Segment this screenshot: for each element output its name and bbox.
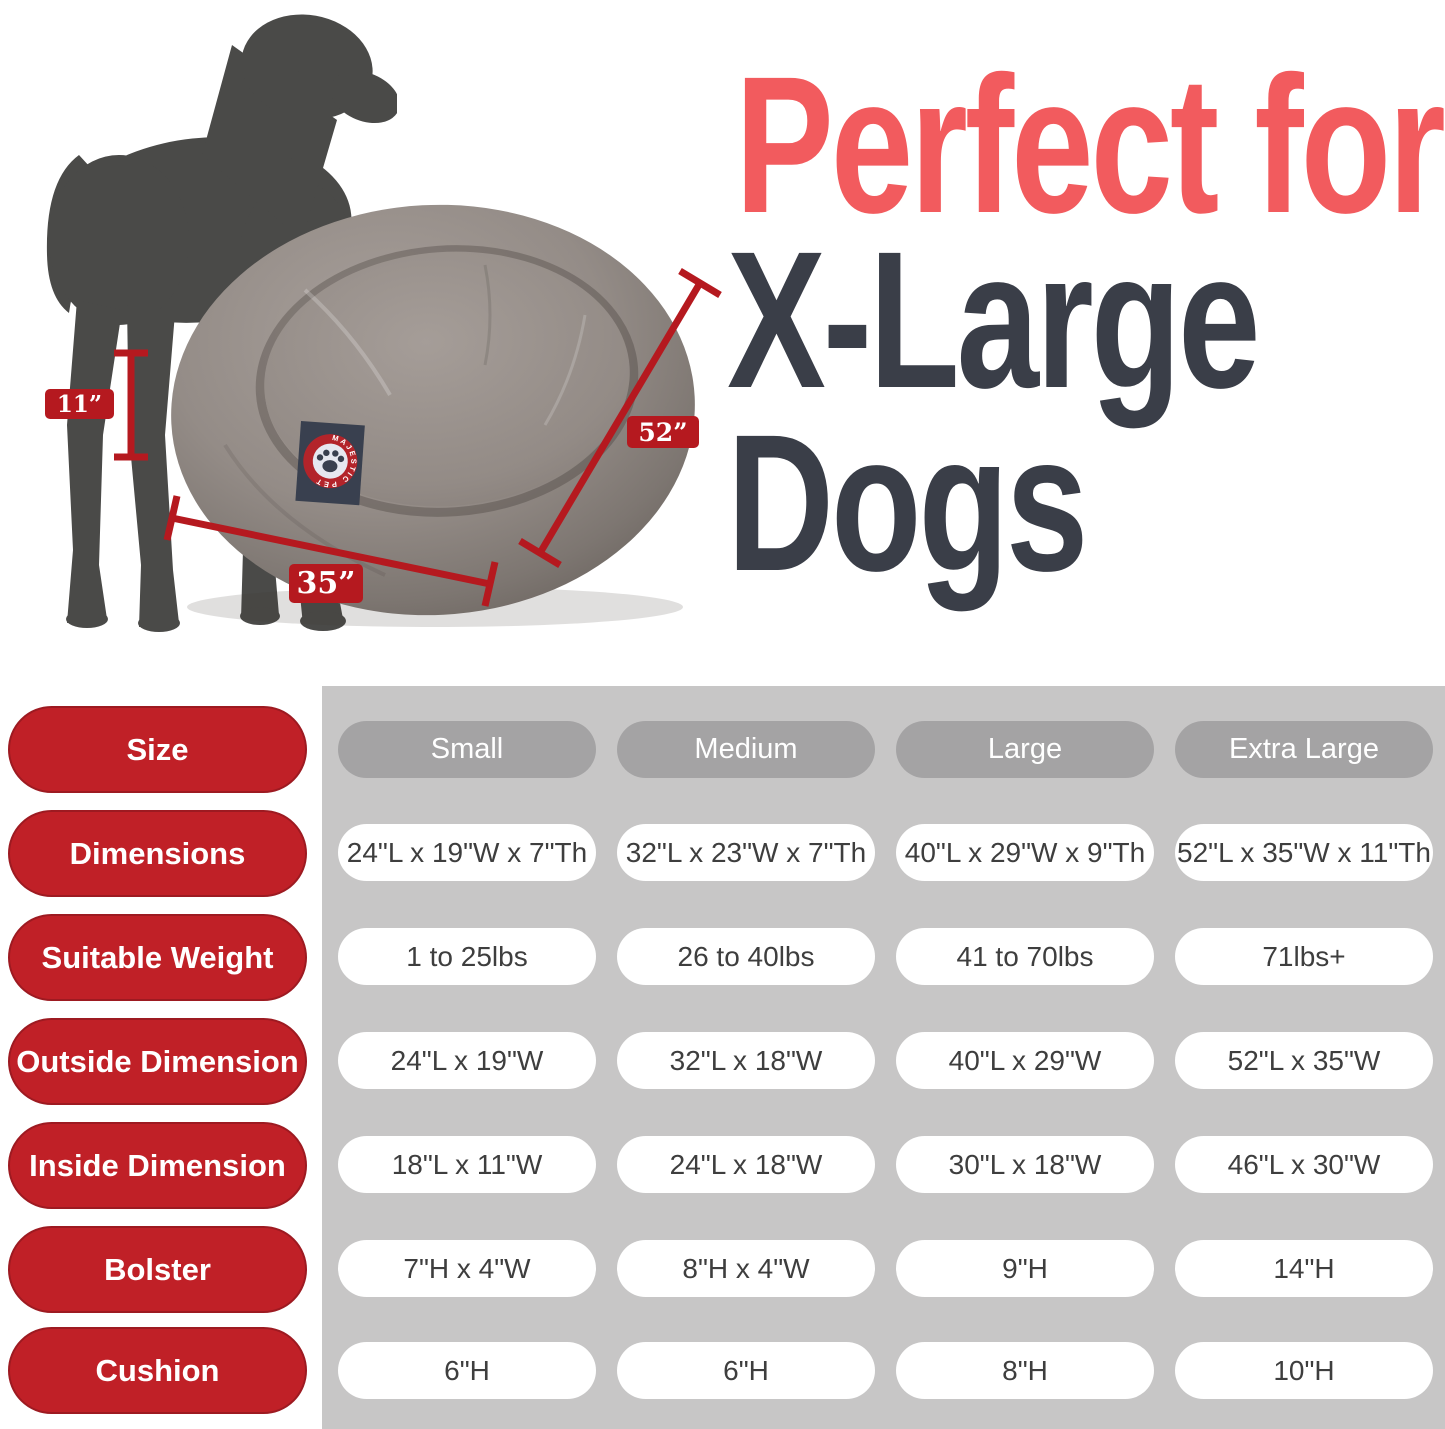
table-cell: 14"H (1175, 1240, 1433, 1297)
column-header-extra-large: Extra Large (1175, 721, 1433, 778)
width-dimension-line (171, 514, 491, 588)
column-header-medium: Medium (617, 721, 875, 778)
row-label-dimensions: Dimensions (8, 810, 307, 897)
table-cell: 6"H (617, 1342, 875, 1399)
table-cell: 24"L x 18"W (617, 1136, 875, 1193)
column-header-large: Large (896, 721, 1154, 778)
table-cell: 10"H (1175, 1342, 1433, 1399)
table-cell: 40"L x 29"W (896, 1032, 1154, 1089)
paw-icon (316, 449, 345, 473)
dog-ear (269, 69, 321, 161)
row-label-outside-dimension: Outside Dimension (8, 1018, 307, 1105)
dimension-lines (114, 267, 722, 607)
table-cell: 71lbs+ (1175, 928, 1433, 985)
height-dimension-label: 11” (45, 389, 114, 419)
headline-perfect-for: Perfect for (735, 36, 1445, 254)
headline-x-large: X-Large (727, 211, 1261, 429)
table-cell: 26 to 40lbs (617, 928, 875, 985)
headline-dogs: Dogs (727, 394, 1088, 612)
column-header-small: Small (338, 721, 596, 778)
table-cell: 24"L x 19"W (338, 1032, 596, 1089)
table-cell: 41 to 70lbs (896, 928, 1154, 985)
table-cell: 7"H x 4"W (338, 1240, 596, 1297)
row-label-cushion: Cushion (8, 1327, 307, 1414)
table-cell: 40"L x 29"W x 9"Th (896, 824, 1154, 881)
table-cell: 30"L x 18"W (896, 1136, 1154, 1193)
row-label-suitable-weight: Suitable Weight (8, 914, 307, 1001)
diagonal-dimension-line (536, 281, 704, 555)
table-cell: 1 to 25lbs (338, 928, 596, 985)
table-cell: 32"L x 23"W x 7"Th (617, 824, 875, 881)
brand-patch: MAJESTIC PET (295, 421, 365, 506)
bed-inner-rim (255, 245, 639, 517)
table-cell: 52"L x 35"W (1175, 1032, 1433, 1089)
row-label-size: Size (8, 706, 307, 793)
row-label-bolster: Bolster (8, 1226, 307, 1313)
table-cell: 8"H (896, 1342, 1154, 1399)
width-dimension-label: 35” (289, 564, 363, 603)
table-cell: 32"L x 18"W (617, 1032, 875, 1089)
table-cell: 18"L x 11"W (338, 1136, 596, 1193)
diagonal-dimension-label: 52” (627, 416, 699, 448)
table-cell: 6"H (338, 1342, 596, 1399)
table-cell: 24"L x 19"W x 7"Th (338, 824, 596, 881)
table-cell: 52"L x 35"W x 11"Th (1175, 824, 1433, 881)
row-label-inside-dimension: Inside Dimension (8, 1122, 307, 1209)
table-cell: 9"H (896, 1240, 1154, 1297)
table-cell: 46"L x 30"W (1175, 1136, 1433, 1193)
table-cell: 8"H x 4"W (617, 1240, 875, 1297)
